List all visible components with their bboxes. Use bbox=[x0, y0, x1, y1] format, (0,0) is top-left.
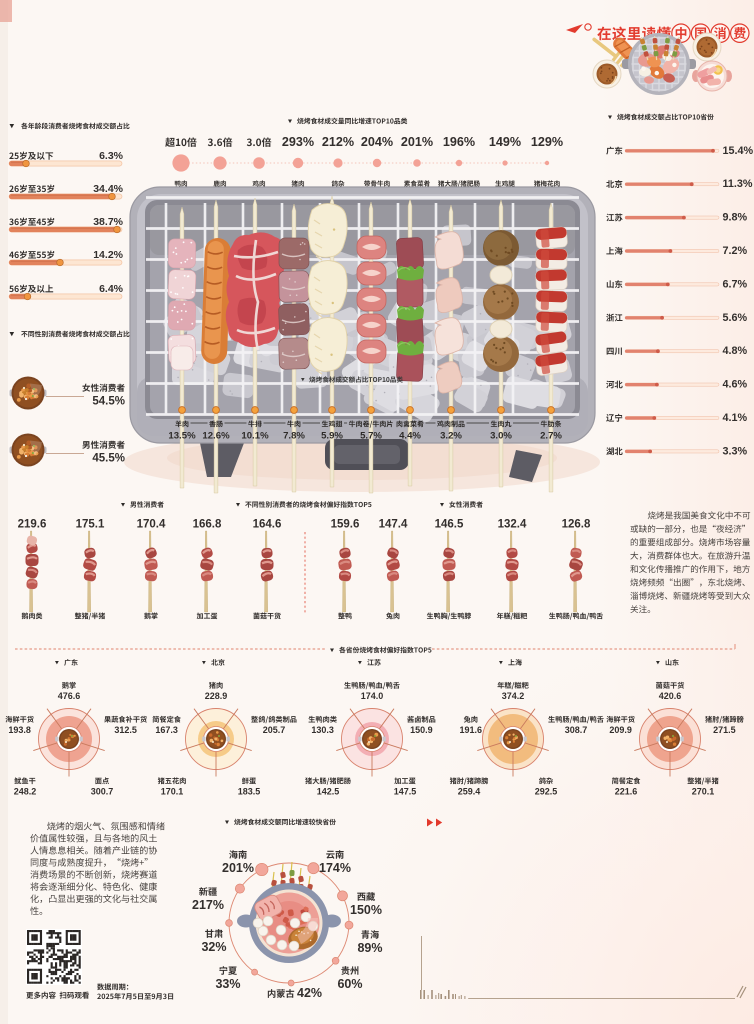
svg-text:147.5: 147.5 bbox=[394, 787, 417, 797]
svg-text:60%: 60% bbox=[337, 977, 362, 991]
svg-text:293%: 293% bbox=[282, 135, 314, 149]
svg-text:34.4%: 34.4% bbox=[93, 183, 123, 195]
svg-text:6.7%: 6.7% bbox=[723, 278, 748, 290]
svg-text:15.4%: 15.4% bbox=[723, 145, 754, 157]
svg-text:248.2: 248.2 bbox=[14, 787, 37, 797]
svg-text:129%: 129% bbox=[531, 135, 563, 149]
svg-text:2.7%: 2.7% bbox=[540, 431, 562, 442]
svg-text:4.1%: 4.1% bbox=[723, 412, 748, 424]
svg-text:204%: 204% bbox=[361, 135, 393, 149]
svg-text:7.2%: 7.2% bbox=[723, 245, 748, 257]
svg-text:132.4: 132.4 bbox=[498, 519, 527, 531]
svg-text:13.5%: 13.5% bbox=[168, 431, 196, 442]
svg-text:32%: 32% bbox=[201, 940, 226, 954]
svg-text:219.6: 219.6 bbox=[18, 519, 47, 531]
svg-text:7.8%: 7.8% bbox=[283, 431, 305, 442]
svg-text:10.1%: 10.1% bbox=[241, 431, 269, 442]
svg-text:201%: 201% bbox=[222, 861, 254, 875]
svg-text:6.3%: 6.3% bbox=[99, 150, 124, 162]
svg-text:3.3%: 3.3% bbox=[723, 445, 748, 457]
svg-text:142.5: 142.5 bbox=[317, 787, 340, 797]
svg-text:170.4: 170.4 bbox=[137, 519, 166, 531]
svg-text:270.1: 270.1 bbox=[692, 787, 715, 797]
svg-text:45.5%: 45.5% bbox=[92, 453, 125, 465]
svg-text:33%: 33% bbox=[215, 977, 240, 991]
svg-text:420.6: 420.6 bbox=[659, 691, 682, 701]
svg-text:259.4: 259.4 bbox=[458, 787, 481, 797]
svg-text:476.6: 476.6 bbox=[58, 691, 81, 701]
svg-text:183.5: 183.5 bbox=[238, 787, 261, 797]
svg-text:9.8%: 9.8% bbox=[723, 212, 748, 224]
svg-text:308.7: 308.7 bbox=[565, 725, 588, 735]
svg-text:4.6%: 4.6% bbox=[723, 379, 748, 391]
svg-text:193.8: 193.8 bbox=[8, 725, 31, 735]
svg-text:205.7: 205.7 bbox=[263, 725, 286, 735]
svg-text:228.9: 228.9 bbox=[205, 691, 228, 701]
svg-text:170.1: 170.1 bbox=[161, 787, 184, 797]
svg-text:175.1: 175.1 bbox=[76, 519, 105, 531]
svg-text:212%: 212% bbox=[322, 135, 354, 149]
svg-text:191.6: 191.6 bbox=[460, 725, 483, 735]
svg-text:150.9: 150.9 bbox=[410, 725, 433, 735]
svg-text:126.8: 126.8 bbox=[562, 519, 591, 531]
svg-text:209.9: 209.9 bbox=[609, 725, 632, 735]
svg-text:147.4: 147.4 bbox=[379, 519, 408, 531]
svg-text:167.3: 167.3 bbox=[155, 725, 178, 735]
svg-text:312.5: 312.5 bbox=[114, 725, 137, 735]
svg-text:5.7%: 5.7% bbox=[360, 431, 382, 442]
svg-text:146.5: 146.5 bbox=[435, 519, 464, 531]
svg-text:12.6%: 12.6% bbox=[202, 431, 230, 442]
svg-text:14.2%: 14.2% bbox=[93, 249, 123, 261]
svg-text:300.7: 300.7 bbox=[91, 787, 114, 797]
svg-text:38.7%: 38.7% bbox=[93, 216, 123, 228]
svg-text:6.4%: 6.4% bbox=[99, 283, 124, 295]
svg-text:42%: 42% bbox=[297, 986, 322, 1000]
svg-text:166.8: 166.8 bbox=[193, 519, 222, 531]
svg-text:3.2%: 3.2% bbox=[440, 431, 462, 442]
svg-text:159.6: 159.6 bbox=[331, 519, 360, 531]
svg-text:4.4%: 4.4% bbox=[399, 431, 421, 442]
svg-text:217%: 217% bbox=[192, 898, 224, 912]
svg-text:130.3: 130.3 bbox=[311, 725, 334, 735]
svg-text:5.9%: 5.9% bbox=[321, 431, 343, 442]
svg-text:221.6: 221.6 bbox=[615, 787, 638, 797]
svg-text:164.6: 164.6 bbox=[253, 519, 282, 531]
svg-text:150%: 150% bbox=[350, 903, 382, 917]
svg-text:149%: 149% bbox=[489, 135, 521, 149]
svg-text:4.8%: 4.8% bbox=[723, 345, 748, 357]
svg-text:374.2: 374.2 bbox=[502, 691, 525, 701]
svg-text:5.6%: 5.6% bbox=[723, 312, 748, 324]
svg-text:196%: 196% bbox=[443, 135, 475, 149]
svg-text:3.0%: 3.0% bbox=[490, 431, 512, 442]
svg-text:174.0: 174.0 bbox=[361, 691, 384, 701]
svg-text:292.5: 292.5 bbox=[535, 787, 558, 797]
svg-text:271.5: 271.5 bbox=[713, 725, 736, 735]
svg-text:174%: 174% bbox=[319, 861, 351, 875]
svg-text:54.5%: 54.5% bbox=[92, 396, 125, 408]
svg-text:11.3%: 11.3% bbox=[723, 178, 753, 190]
svg-text:89%: 89% bbox=[357, 941, 382, 955]
svg-text:201%: 201% bbox=[401, 135, 433, 149]
